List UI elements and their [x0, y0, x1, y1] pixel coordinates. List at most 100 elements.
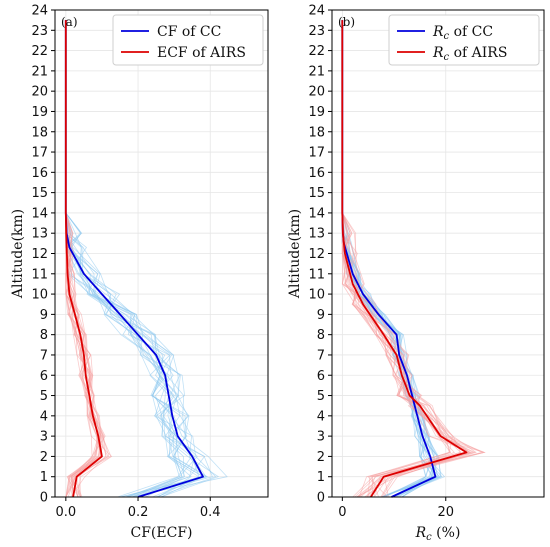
- ensemble-line: [65, 20, 109, 498]
- y-tick-label: 19: [308, 105, 325, 120]
- panel-label: (b): [338, 15, 355, 29]
- legend-entry: CF of CC: [157, 24, 221, 40]
- legend-box: [388, 14, 540, 66]
- x-tick-label: 0.2: [128, 505, 149, 520]
- y-tick-label: 23: [308, 24, 325, 39]
- y-tick-label: 4: [40, 409, 48, 424]
- x-axis-title: CF(ECF): [131, 525, 193, 541]
- y-tick-label: 5: [40, 389, 48, 404]
- ensemble-line: [341, 20, 477, 498]
- y-tick-label: 6: [40, 369, 48, 384]
- y-tick-label: 3: [40, 430, 48, 445]
- y-axis-title: Altitude(km): [287, 209, 303, 299]
- ensemble-line: [341, 20, 442, 498]
- legend-entry: Rc of CC: [432, 24, 493, 42]
- ensemble-line: [65, 20, 217, 498]
- y-tick-label: 3: [317, 430, 325, 445]
- ensemble-line: [341, 20, 472, 498]
- y-tick-label: 14: [31, 206, 48, 221]
- ensemble-line: [65, 20, 213, 498]
- y-tick-label: 2: [40, 450, 48, 465]
- y-tick-label: 9: [317, 308, 325, 323]
- ensemble-line: [341, 20, 462, 498]
- ensemble-line: [341, 20, 484, 498]
- ensemble-line: [65, 20, 204, 498]
- ensemble-line: [65, 20, 204, 498]
- y-tick-label: 17: [31, 146, 48, 161]
- y-tick-label: 0: [40, 491, 48, 506]
- y-tick-label: 16: [31, 166, 48, 181]
- y-axis-title: Altitude(km): [10, 209, 26, 299]
- y-tick-label: 7: [317, 348, 325, 363]
- series-line-airs: [341, 20, 468, 498]
- series-line-airs: [64, 20, 103, 498]
- panel-a: 0123456789101112131415161718192021222324…: [10, 4, 269, 541]
- y-tick-label: 13: [31, 227, 48, 242]
- y-tick-label: 5: [317, 389, 325, 404]
- legend-entry: ECF of AIRS: [157, 45, 246, 61]
- ensemble-line: [65, 20, 205, 498]
- y-tick-label: 22: [31, 44, 48, 59]
- y-tick-label: 17: [308, 146, 325, 161]
- y-tick-label: 20: [308, 85, 325, 100]
- ensemble-line: [341, 20, 469, 498]
- y-tick-label: 21: [308, 64, 325, 79]
- y-tick-label: 8: [40, 328, 48, 343]
- y-tick-label: 22: [308, 44, 325, 59]
- ensemble-line: [65, 20, 200, 498]
- y-tick-label: 18: [31, 125, 48, 140]
- y-tick-label: 19: [31, 105, 48, 120]
- y-tick-label: 12: [308, 247, 325, 262]
- y-tick-label: 13: [308, 227, 325, 242]
- y-tick-label: 15: [308, 186, 325, 201]
- x-tick-label: 0: [338, 505, 346, 520]
- y-tick-label: 1: [40, 470, 48, 485]
- x-tick-label: 0.0: [55, 505, 76, 520]
- ensemble-line: [341, 20, 443, 498]
- y-tick-label: 6: [317, 369, 325, 384]
- y-tick-label: 14: [308, 206, 325, 221]
- ensemble-line: [341, 20, 475, 498]
- x-tick-label: 0.4: [200, 505, 221, 520]
- ensemble-line: [341, 20, 486, 498]
- y-tick-label: 7: [40, 348, 48, 363]
- ensemble-line: [65, 20, 208, 498]
- y-tick-label: 1: [317, 470, 325, 485]
- x-axis-title: Rc (%): [415, 525, 461, 543]
- ensemble-line: [341, 20, 453, 498]
- y-tick-label: 24: [31, 4, 48, 19]
- y-tick-label: 10: [308, 288, 325, 303]
- y-tick-label: 20: [31, 85, 48, 100]
- y-tick-label: 11: [308, 267, 325, 282]
- ensemble-line: [341, 20, 473, 498]
- y-tick-label: 24: [308, 4, 325, 19]
- y-tick-label: 16: [308, 166, 325, 181]
- x-tick-label: 20: [437, 505, 454, 520]
- y-tick-label: 2: [317, 450, 325, 465]
- y-tick-label: 15: [31, 186, 48, 201]
- y-tick-label: 11: [31, 267, 48, 282]
- y-tick-label: 23: [31, 24, 48, 39]
- ensemble-line: [341, 20, 486, 497]
- panel-label: (a): [61, 15, 78, 29]
- series-line-cc: [64, 20, 204, 498]
- ensemble-line: [341, 20, 468, 498]
- panel-b: 0123456789101112131415161718192021222324…: [287, 4, 545, 543]
- y-tick-label: 12: [31, 247, 48, 262]
- ensemble-line: [65, 20, 110, 498]
- legend-box: [112, 14, 264, 66]
- ensemble-line: [341, 20, 469, 498]
- y-tick-label: 10: [31, 288, 48, 303]
- ensemble-line: [341, 20, 477, 498]
- ensemble-line: [341, 20, 486, 498]
- ensemble-line: [65, 20, 207, 498]
- y-tick-label: 21: [31, 64, 48, 79]
- y-tick-label: 9: [40, 308, 48, 323]
- ensemble-line: [341, 20, 462, 498]
- legend-entry: Rc of AIRS: [432, 45, 507, 63]
- ensemble-line: [341, 20, 471, 498]
- y-tick-label: 18: [308, 125, 325, 140]
- y-tick-label: 0: [317, 491, 325, 506]
- ensemble-line: [341, 20, 470, 498]
